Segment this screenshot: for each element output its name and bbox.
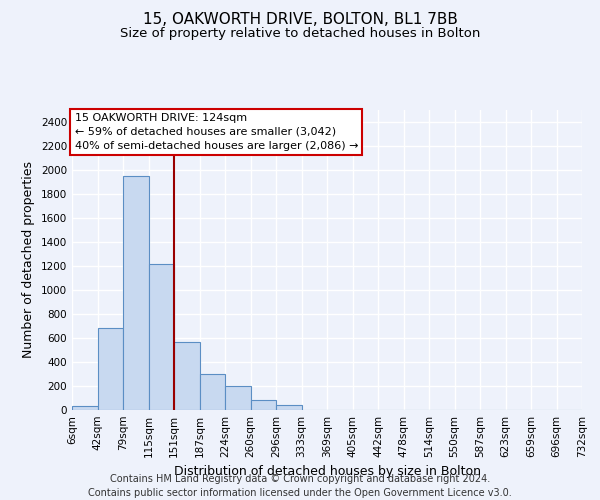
Text: Contains HM Land Registry data © Crown copyright and database right 2024.
Contai: Contains HM Land Registry data © Crown c… <box>88 474 512 498</box>
Bar <box>174 342 199 410</box>
Bar <box>225 386 251 410</box>
Text: Size of property relative to detached houses in Bolton: Size of property relative to detached ho… <box>120 28 480 40</box>
Y-axis label: Number of detached properties: Number of detached properties <box>22 162 35 358</box>
Bar <box>199 374 225 410</box>
Text: 15 OAKWORTH DRIVE: 124sqm
← 59% of detached houses are smaller (3,042)
40% of se: 15 OAKWORTH DRIVE: 124sqm ← 59% of detac… <box>74 113 358 151</box>
Bar <box>123 176 149 410</box>
Bar <box>251 400 276 410</box>
Bar <box>72 406 97 410</box>
Bar <box>149 264 174 410</box>
Bar <box>276 404 302 410</box>
Bar <box>97 328 123 410</box>
Text: 15, OAKWORTH DRIVE, BOLTON, BL1 7BB: 15, OAKWORTH DRIVE, BOLTON, BL1 7BB <box>143 12 457 28</box>
X-axis label: Distribution of detached houses by size in Bolton: Distribution of detached houses by size … <box>173 466 481 478</box>
